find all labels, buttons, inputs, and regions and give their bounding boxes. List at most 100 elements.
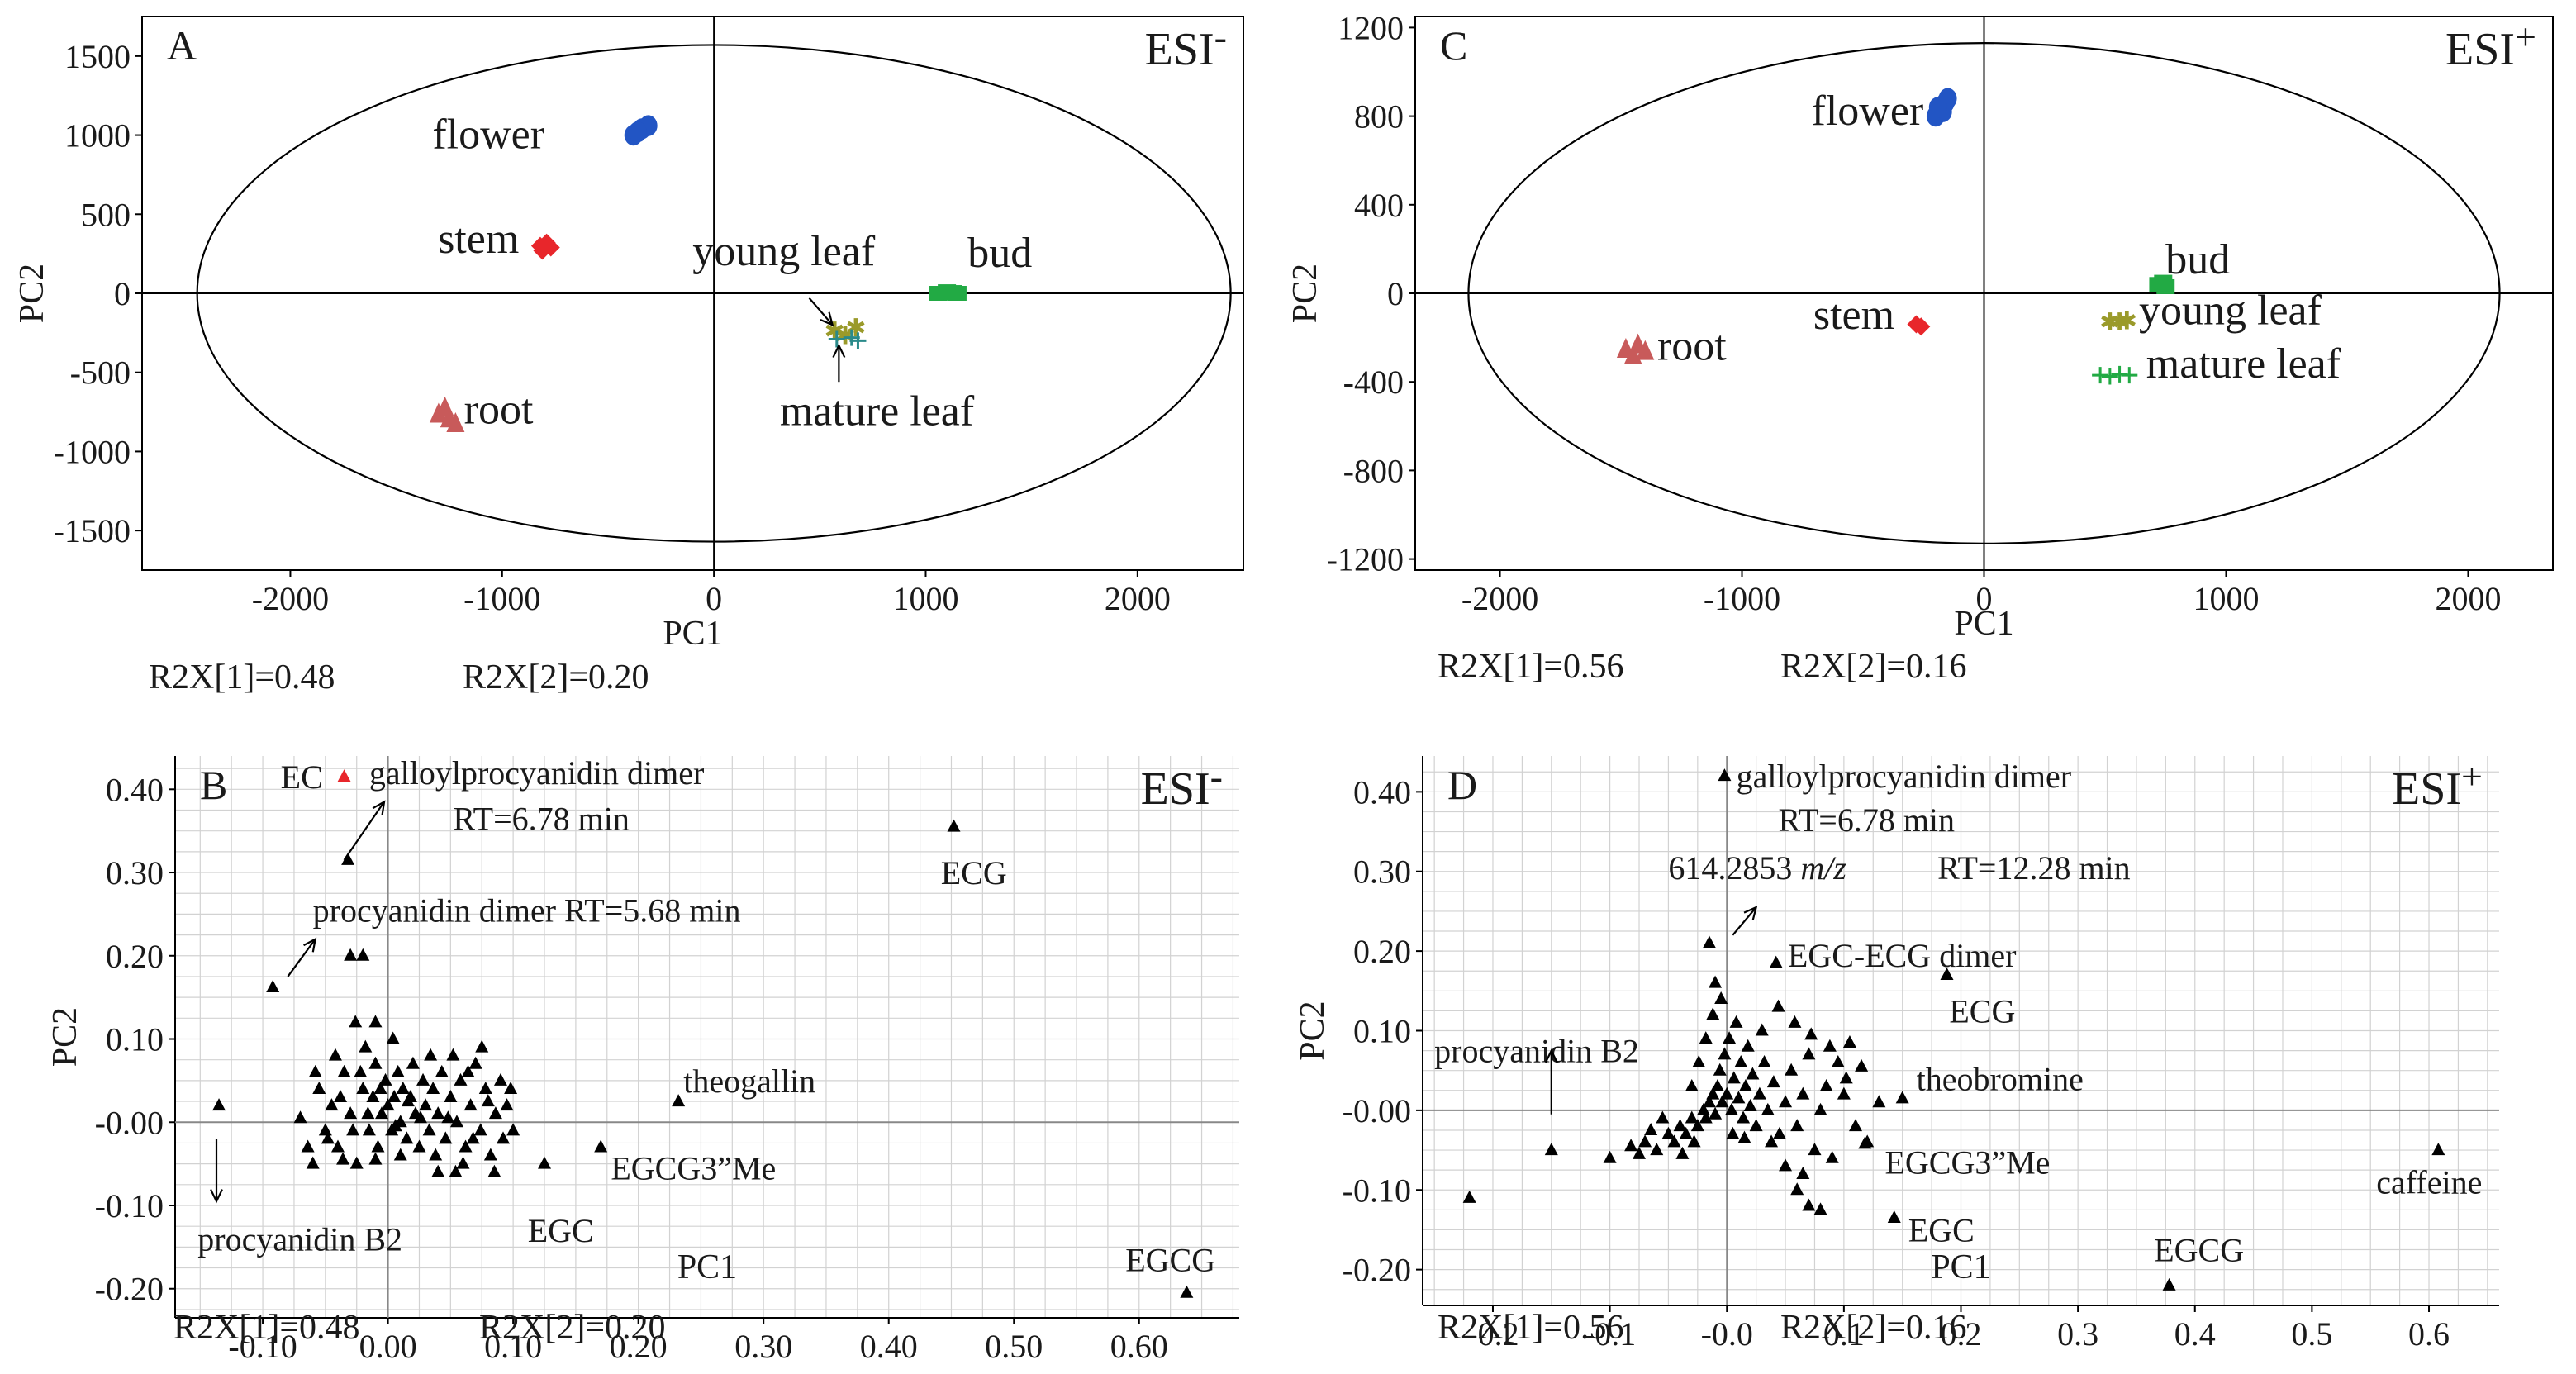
score-point [1928, 97, 1947, 118]
group-label: stem [1813, 292, 1894, 339]
loading-point [330, 1139, 345, 1153]
x-tick-label: 0.2 [1941, 1315, 1982, 1353]
score-point [2121, 367, 2138, 384]
loading-point [1779, 1158, 1793, 1172]
labeled-loading-point [1858, 1136, 1872, 1149]
loading-point [337, 1064, 351, 1077]
loading-point [375, 1106, 389, 1120]
loading-point [325, 1098, 339, 1111]
group-label: mature leaf [2146, 340, 2341, 387]
annotation-text: procyanidin B2 [197, 1220, 402, 1258]
y-tick-label: 0.30 [1353, 853, 1411, 891]
loading-point [1706, 1086, 1720, 1100]
group-flower: flower [432, 112, 658, 159]
loading-point [481, 1094, 495, 1107]
loading-point [488, 1106, 502, 1120]
loading-point [378, 1072, 392, 1086]
y-tick-label: -0.10 [95, 1187, 164, 1224]
loading-point [413, 1110, 427, 1124]
loading-point [1702, 935, 1716, 948]
panel-letter: B [200, 762, 227, 808]
annotation-arrow-head [210, 1189, 223, 1204]
group-root: root [1616, 322, 1727, 369]
loading-point [401, 1094, 415, 1107]
x-tick-label: 0.20 [610, 1328, 668, 1365]
loading-point [1755, 1023, 1769, 1036]
group-mature-leaf: mature leaf [780, 329, 975, 435]
x-axis-label: PC1 [677, 1248, 737, 1286]
confidence-ellipse [196, 44, 1232, 543]
loading-point [334, 1090, 348, 1103]
loading-label: EGC-ECG dimer [1788, 937, 2017, 974]
loading-point [1699, 1110, 1713, 1124]
loading-point [359, 1039, 373, 1053]
loading-point [1804, 1027, 1818, 1040]
loading-point [1741, 1039, 1755, 1052]
y-tick-label: -400 [1343, 364, 1404, 401]
y-tick-label: 0.30 [106, 854, 164, 891]
group-young-leaf: ✱✱✱young leaf [692, 228, 876, 349]
group-root: root [429, 387, 534, 434]
loading-point [446, 1048, 460, 1061]
loading-point [1720, 1086, 1734, 1100]
loading-point [1796, 1166, 1810, 1179]
x-tick-label: -2000 [1461, 580, 1538, 617]
loading-point [1771, 999, 1785, 1012]
x-tick-label: 2000 [1105, 580, 1171, 617]
x-tick-label: 0.50 [985, 1328, 1043, 1365]
loading-point [1743, 1099, 1757, 1112]
loading-point [426, 1081, 440, 1094]
x-tick-label: -1000 [463, 580, 540, 617]
loading-point [400, 1131, 414, 1144]
loading-point [1772, 1126, 1786, 1139]
score-point [948, 286, 967, 301]
loading-point [1813, 1202, 1827, 1215]
loading-point [1709, 1106, 1723, 1120]
x-tick-label: 2000 [2435, 580, 2501, 617]
mz-annotation: 614.2853 m/z [1668, 849, 1846, 887]
loading-point [424, 1048, 438, 1061]
r2x-label-1: R2X[1]=0.48 [173, 1309, 360, 1347]
loading-point [435, 1064, 449, 1077]
annotation-arrow-head [832, 343, 846, 359]
x-tick-label: 0 [706, 580, 722, 617]
loading-point [1749, 1119, 1763, 1132]
loading-point [301, 1139, 315, 1153]
loading-point [344, 948, 358, 961]
y-tick-label: -1200 [1327, 541, 1404, 578]
confidence-ellipse [1467, 42, 2501, 544]
loading-point [306, 1156, 320, 1169]
loading-point [366, 1090, 380, 1103]
ion-mode-label: ESI- [1141, 755, 1223, 815]
loading-point [1825, 1150, 1839, 1163]
annotation-arrow-head [1743, 906, 1758, 920]
loading-point [504, 1081, 518, 1094]
r2x-label-1: R2X[1]=0.56 [1438, 1309, 1624, 1347]
loading-point [412, 1139, 426, 1153]
x-tick-label: 0.1 [1823, 1315, 1865, 1353]
group-bud: bud [2149, 236, 2230, 294]
loading-point [1779, 1095, 1793, 1108]
highlight-loading-point [337, 769, 351, 782]
loading-point [1679, 1126, 1693, 1139]
x-axis-label: PC1 [663, 615, 722, 653]
score-point: ✱ [2099, 309, 2120, 336]
labeled-loading-point [538, 1156, 552, 1169]
x-axis-label: PC1 [1931, 1248, 1990, 1286]
group-label: stem [438, 216, 519, 263]
loading-point [1796, 1086, 1810, 1100]
y-tick-label: -1000 [54, 433, 131, 470]
loading-point [497, 1131, 511, 1144]
loading-label: EGCG3”Me [611, 1150, 776, 1187]
loading-point [1808, 1143, 1822, 1156]
loading-point [461, 1064, 475, 1077]
labeled-loading-point [947, 819, 961, 832]
score-point [843, 329, 860, 346]
x-tick-label: -0.1 [1584, 1315, 1636, 1353]
annotation-text: RT=6.78 min [1779, 801, 1956, 839]
loading-point [1823, 1039, 1837, 1052]
r2x-label-2: R2X[2]=0.16 [1780, 1309, 1967, 1347]
score-point [1623, 345, 1642, 365]
y-tick-label: 0 [1387, 275, 1404, 312]
annotation-arrow-head [372, 800, 386, 815]
